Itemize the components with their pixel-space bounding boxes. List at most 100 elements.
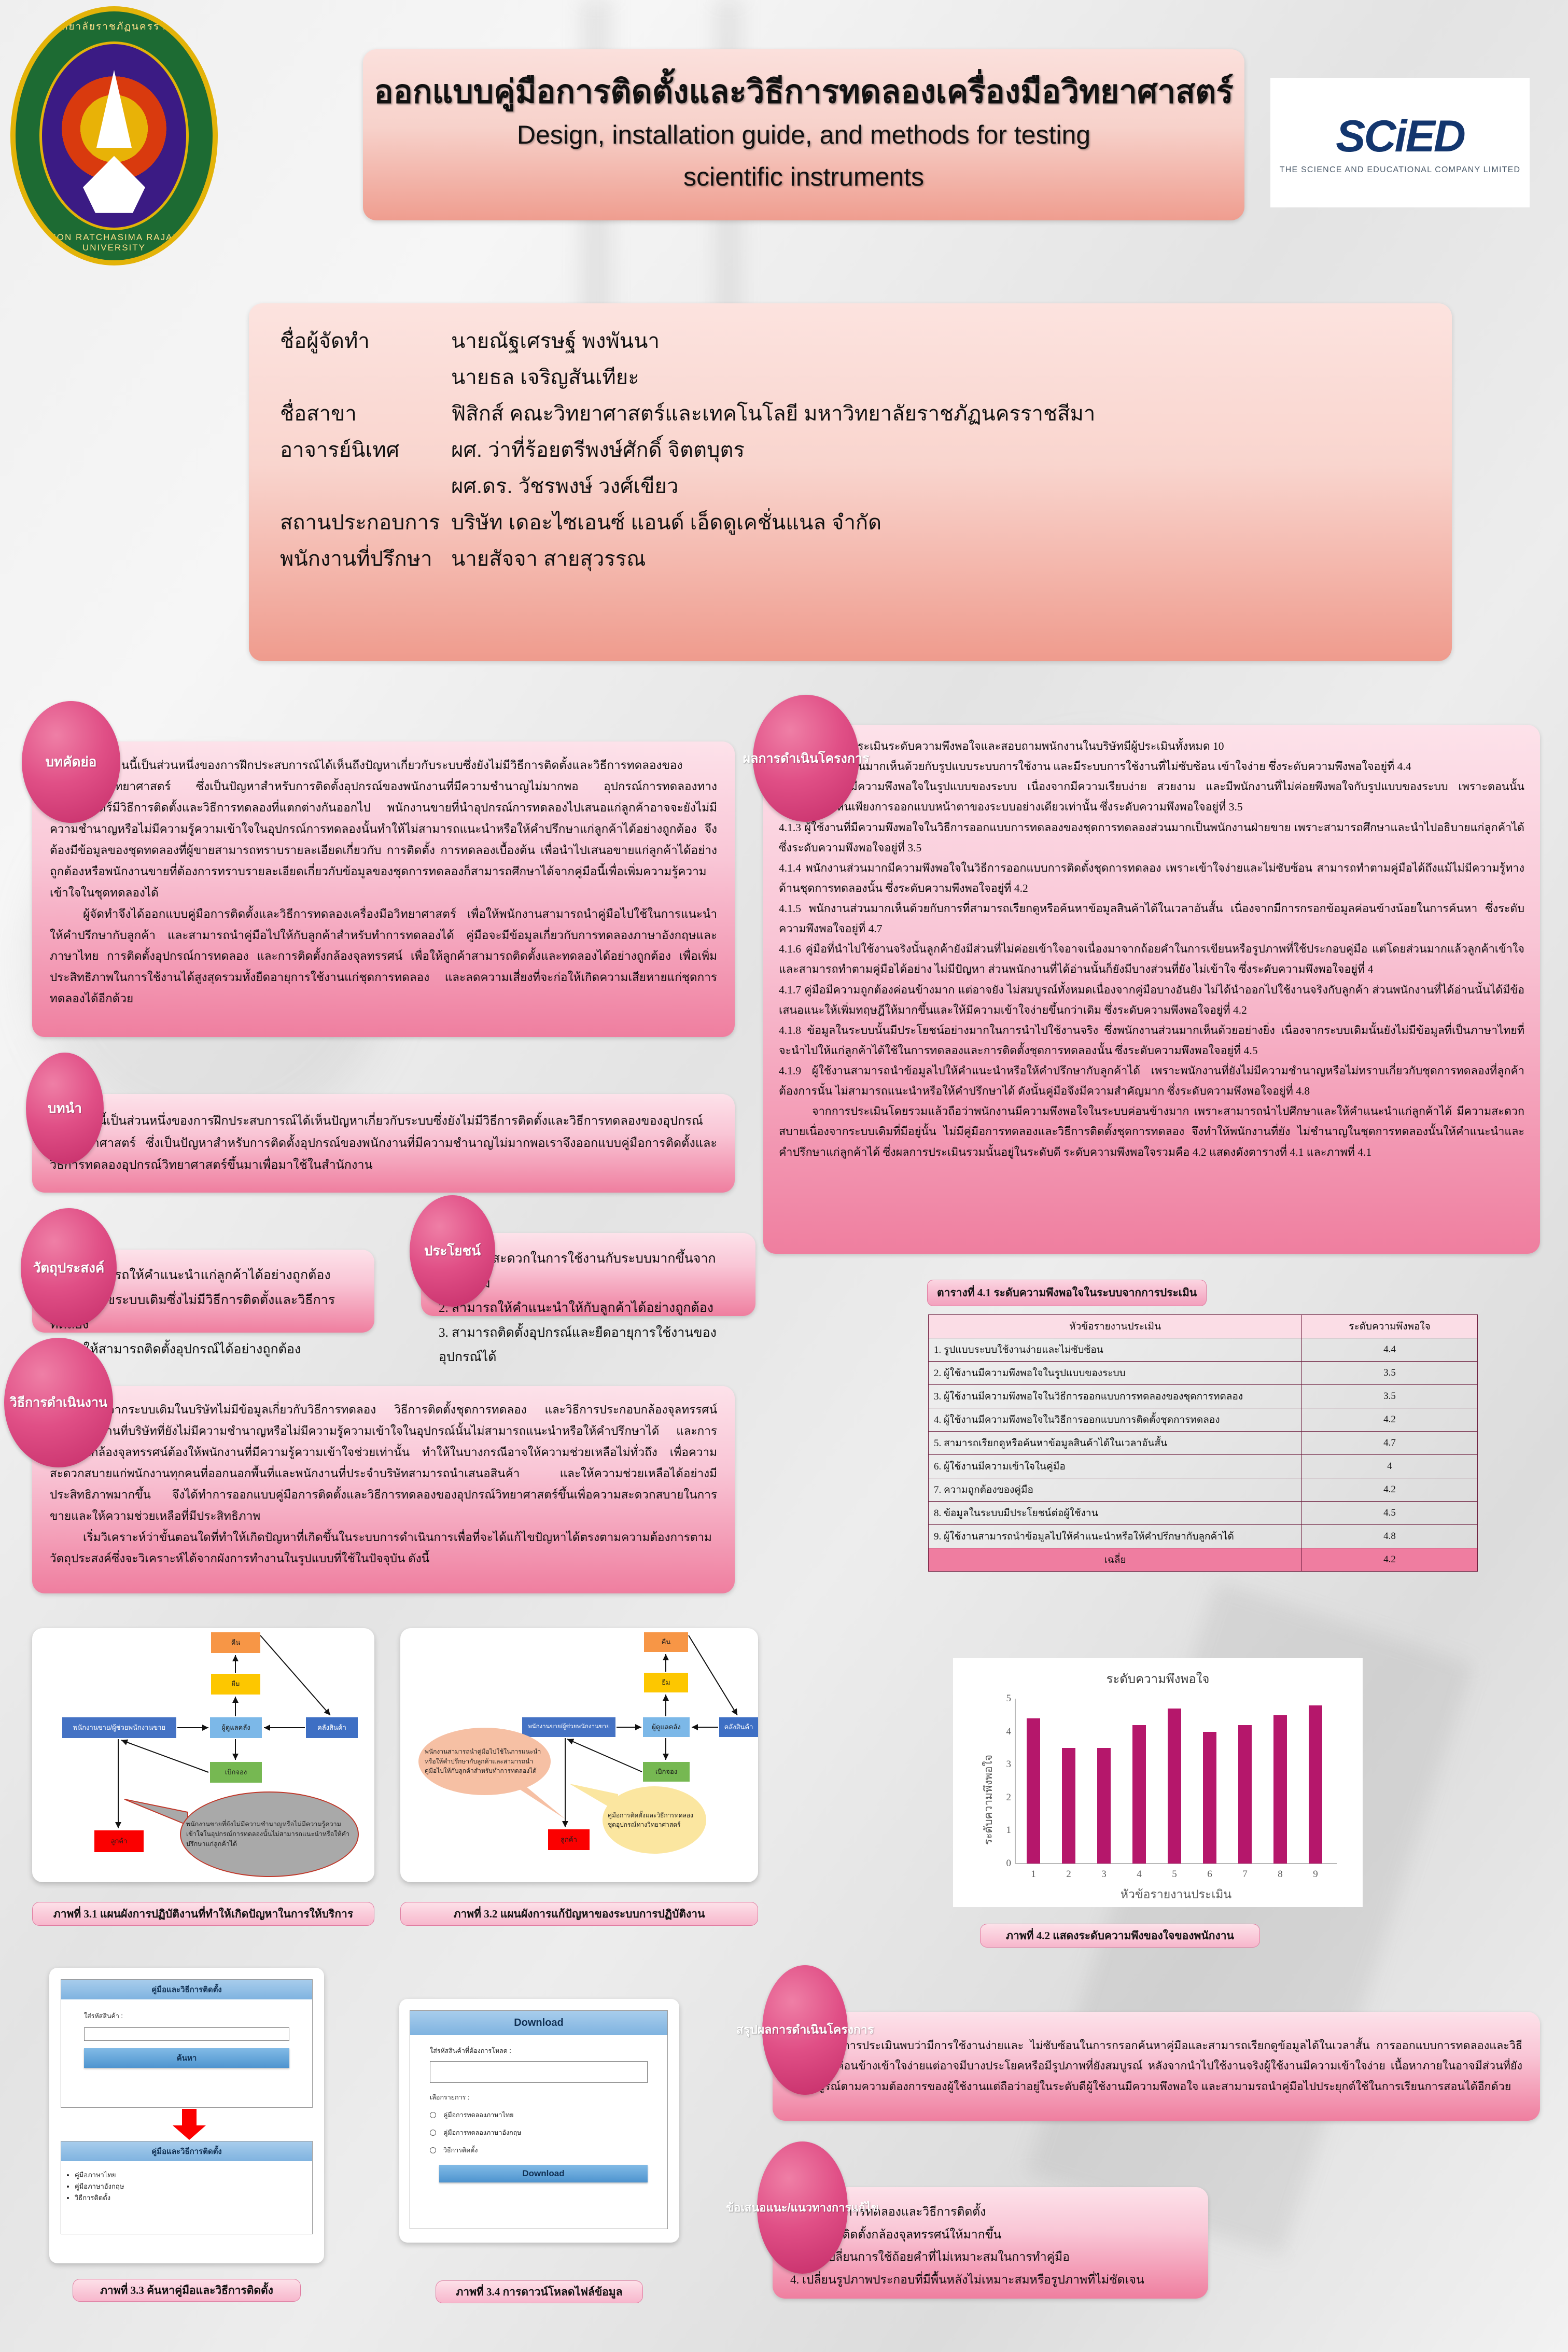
table-4-1-title: ตารางที่ 4.1 ระดับความพึงพอใจในระบบจากกา… [927,1280,1207,1306]
list-item[interactable]: คู่มือภาษาไทย [75,2169,312,2181]
chart-x-tick: 4 [1137,1869,1142,1880]
panel-method: เนื่องจากระบบเดิมในบริษัทไม่มีข้อมูลเกี่… [32,1386,735,1593]
flow-callout-problem: พนักงานขายที่ยังไม่มีความชำนาญหรือไม่มีค… [180,1791,359,1877]
list-item[interactable]: วิธีการติดตั้ง [75,2192,312,2204]
list-item: 2. เพิ่มการติดตั้งกล้องจุลทรรศน์ให้มากขึ… [790,2228,1002,2241]
table-cell-question: 6. ผู้ใช้งานมีความเข้าใจในคู่มือ [928,1454,1303,1478]
results-panel-title: คู่มือและวิธีการติดตั้ง [61,2141,312,2161]
seal-ring-top-text: มหาวิทยาลัยราชภัฏนครราชสีมา [33,21,195,32]
table-cell-value: 4.2 [1301,1478,1478,1502]
list-item: 3. สามารถติดตั้งอุปกรณ์และยืดอายุการใช้ง… [439,1325,717,1365]
section-heading-intro: บทนำ [47,1100,82,1116]
table-row: 7. ความถูกต้องของคู่มือ 4.2 [928,1478,1478,1502]
chart-bar [1238,1725,1252,1864]
intro-paragraph-1: โครงงานนี้เป็นส่วนหนึ่งของการฝึกประสบการ… [50,1114,717,1172]
table-cell-question: 4. ผู้ใช้งานมีความพึงพอใจในวิธีการออกแบบ… [928,1408,1303,1432]
section-bubble-intro: บทนำ [26,1053,104,1164]
down-arrow-icon [173,2109,206,2140]
table-cell-average-label: เฉลี่ย [928,1548,1303,1572]
download-code-label: ใส่รหัสสินค้าที่ต้องการโหลด : [430,2047,511,2054]
section-bubble-abstract: บทคัดย่อ [22,701,120,823]
table-row-average: เฉลี่ย 4.2 [928,1548,1478,1572]
radio-icon[interactable] [430,2147,436,2154]
table-row: 1. รูปแบบระบบใช้งานง่ายและไม่ซับซ้อน 4.4 [928,1338,1478,1362]
results-item: 4.1.8 ข้อมูลในระบบนั้นมีประโยชน์อย่างมาก… [779,1024,1524,1057]
table-cell-question: 8. ข้อมูลในระบบมีประโยชน์ต่อผู้ใช้งาน [928,1501,1303,1525]
figure-3-4-caption: ภาพที่ 3.4 การดาวน์โหลดไฟล์ข้อมูล [436,2280,643,2303]
figure-3-3-box: คู่มือและวิธีการติดตั้ง ใส่รหัสสินค้า : … [49,1968,324,2263]
results-item: 4.1.9 ผู้ใช้งานสามารถนำข้อมูลไปให้คำแนะน… [779,1065,1524,1098]
info-row: ชื่อผู้จัดทำ นายณัฐเศรษฐ์ พงพันนา [280,324,1421,357]
radio-option[interactable]: คู่มือการทดลองภาษาอังกฤษ [430,2127,648,2138]
seal-pagoda-icon [96,69,132,148]
flow-node-salesperson: พนักงานขาย/ผู้ช่วยพนักงานขาย [522,1717,615,1737]
chart-x-tick: 5 [1172,1869,1177,1880]
results-intro: จากการประเมินระดับความพึงพอใจและสอบถามพน… [812,740,1224,752]
radio-option[interactable]: วิธีการติดตั้ง [430,2145,648,2155]
flow-node-requisition: เบิกจอง [210,1762,262,1783]
chart-bar [1027,1718,1040,1864]
chart-x-tick: 7 [1242,1869,1248,1880]
table-cell-value: 4.5 [1301,1501,1478,1525]
table-cell-question: 2. ผู้ใช้งานมีความพึงพอใจในรูปแบบของระบบ [928,1361,1303,1385]
chart-bar [1168,1709,1181,1864]
table-cell-value: 3.5 [1301,1361,1478,1385]
table-cell-value: 4.8 [1301,1524,1478,1548]
chart-x-axis-label: หัวข้อรายงานประเมิน [1120,1888,1232,1901]
chart-y-tick: 5 [1006,1693,1012,1704]
download-button[interactable]: Download [439,2165,648,2182]
info-value: ผศ. ว่าที่ร้อยตรีพงษ์ศักดิ์ จิตตบุตร [451,439,745,461]
table-header-cell: ระดับความพึงพอใจ [1301,1314,1478,1338]
info-label: ชื่อสาขา [280,402,357,425]
company-logo-wordmark: SCiED [1336,111,1466,161]
company-logo-tagline: THE SCIENCE AND EDUCATIONAL COMPANY LIMI… [1279,165,1521,174]
section-bubble-benefits: ประโยชน์ [410,1195,495,1307]
table-cell-average-value: 4.2 [1301,1548,1478,1572]
flow-node-customer: ลูกค้า [94,1830,144,1852]
chart-plot-area: 5 4 3 2 1 0 1 2 3 4 5 6 7 8 9 [1006,1693,1337,1880]
info-row: อาจารย์นิเทศ ผศ. ว่าที่ร้อยตรีพงษ์ศักดิ์… [280,433,1421,466]
chart-x-tick: 6 [1207,1869,1212,1880]
chart-bar [1132,1725,1146,1864]
product-code-input[interactable] [84,2027,289,2041]
info-label: อาจารย์นิเทศ [280,439,400,461]
results-list: คู่มือภาษาไทย คู่มือภาษาอังกฤษ วิธีการติ… [61,2161,312,2204]
table-header-cell: หัวข้อรายงานประเมิน [928,1314,1303,1338]
section-heading-benefits: ประโยชน์ [424,1243,481,1258]
table-cell-question: 7. ความถูกต้องของคู่มือ [928,1478,1303,1502]
results-item: 4.1.2 ผู้ใช้งานมีความพึงพอใจในรูปแบบของร… [779,780,1524,814]
table-cell-question: 1. รูปแบบระบบใช้งานง่ายและไม่ซับซ้อน [928,1338,1303,1362]
radio-icon[interactable] [430,2130,436,2136]
flow-node-return: คืน [644,1632,688,1652]
radio-icon[interactable] [430,2112,436,2119]
flow-callout-solution: พนักงานสามารถนำคู่มือไปใช้ในการแนะนำหรือ… [418,1728,551,1795]
radio-label: คู่มือการทดลองภาษาไทย [443,2111,514,2119]
info-row: พนักงานที่ปรึกษา นายสัจจา สายสุวรรณ [280,542,1421,575]
download-code-input[interactable] [430,2061,648,2083]
results-item: 4.1.1 พนักงานส่วนมากเห็นด้วยกับรูปแบบระบ… [779,760,1411,773]
search-button[interactable]: ค้นหา [84,2048,289,2068]
info-label: สถานประกอบการ [280,511,440,534]
section-heading-objectives: วัตถุประสงค์ [33,1259,105,1276]
chart-bar [1062,1748,1075,1864]
author-info-card: ชื่อผู้จัดทำ นายณัฐเศรษฐ์ พงพันนา x นายธ… [249,303,1452,661]
section-heading-method: วิธีการดำเนินงาน [9,1395,108,1410]
flow-node-customer: ลูกค้า [548,1829,590,1850]
results-panel: คู่มือและวิธีการติดตั้ง คู่มือภาษาไทย คู… [61,2141,313,2234]
university-seal: มหาวิทยาลัยราชภัฏนครราชสีมา NAKHON RATCH… [10,6,218,265]
chart-y-tick: 3 [1006,1759,1012,1770]
section-heading-conclusion: สรุปผลการดำเนินโครงการ [736,2023,874,2036]
table-cell-value: 4.4 [1301,1338,1478,1362]
results-item: 4.1.3 ผู้ใช้งานที่มีความพึงพอใจในวิธีการ… [779,821,1524,854]
panel-conclusion: จากการประเมินพบว่ามีการใช้งานง่ายและ ไม่… [773,2012,1540,2121]
chart-bar [1309,1705,1322,1864]
list-item[interactable]: คู่มือภาษาอังกฤษ [75,2181,312,2192]
method-paragraph-2: เริ่มวิเคราะห์ว่าขั้นตอนใดที่ทำให้เกิดปั… [50,1530,712,1565]
radio-label: วิธีการติดตั้ง [443,2147,478,2154]
table-row: 5. สามารถเรียกดูหรือค้นหาข้อมูลสินค้าได้… [928,1431,1478,1455]
radio-option[interactable]: คู่มือการทดลองภาษาไทย [430,2110,648,2120]
poster-title-card: ออกแบบคู่มือการติดตั้งและวิธีการทดลองเคร… [363,49,1244,220]
info-value: นายธล เจริญสันเทียะ [451,366,639,389]
download-panel-title: Download [410,2011,667,2035]
info-row: x ผศ.ดร. วัชรพงษ์ วงศ์เขียว [280,469,1421,502]
